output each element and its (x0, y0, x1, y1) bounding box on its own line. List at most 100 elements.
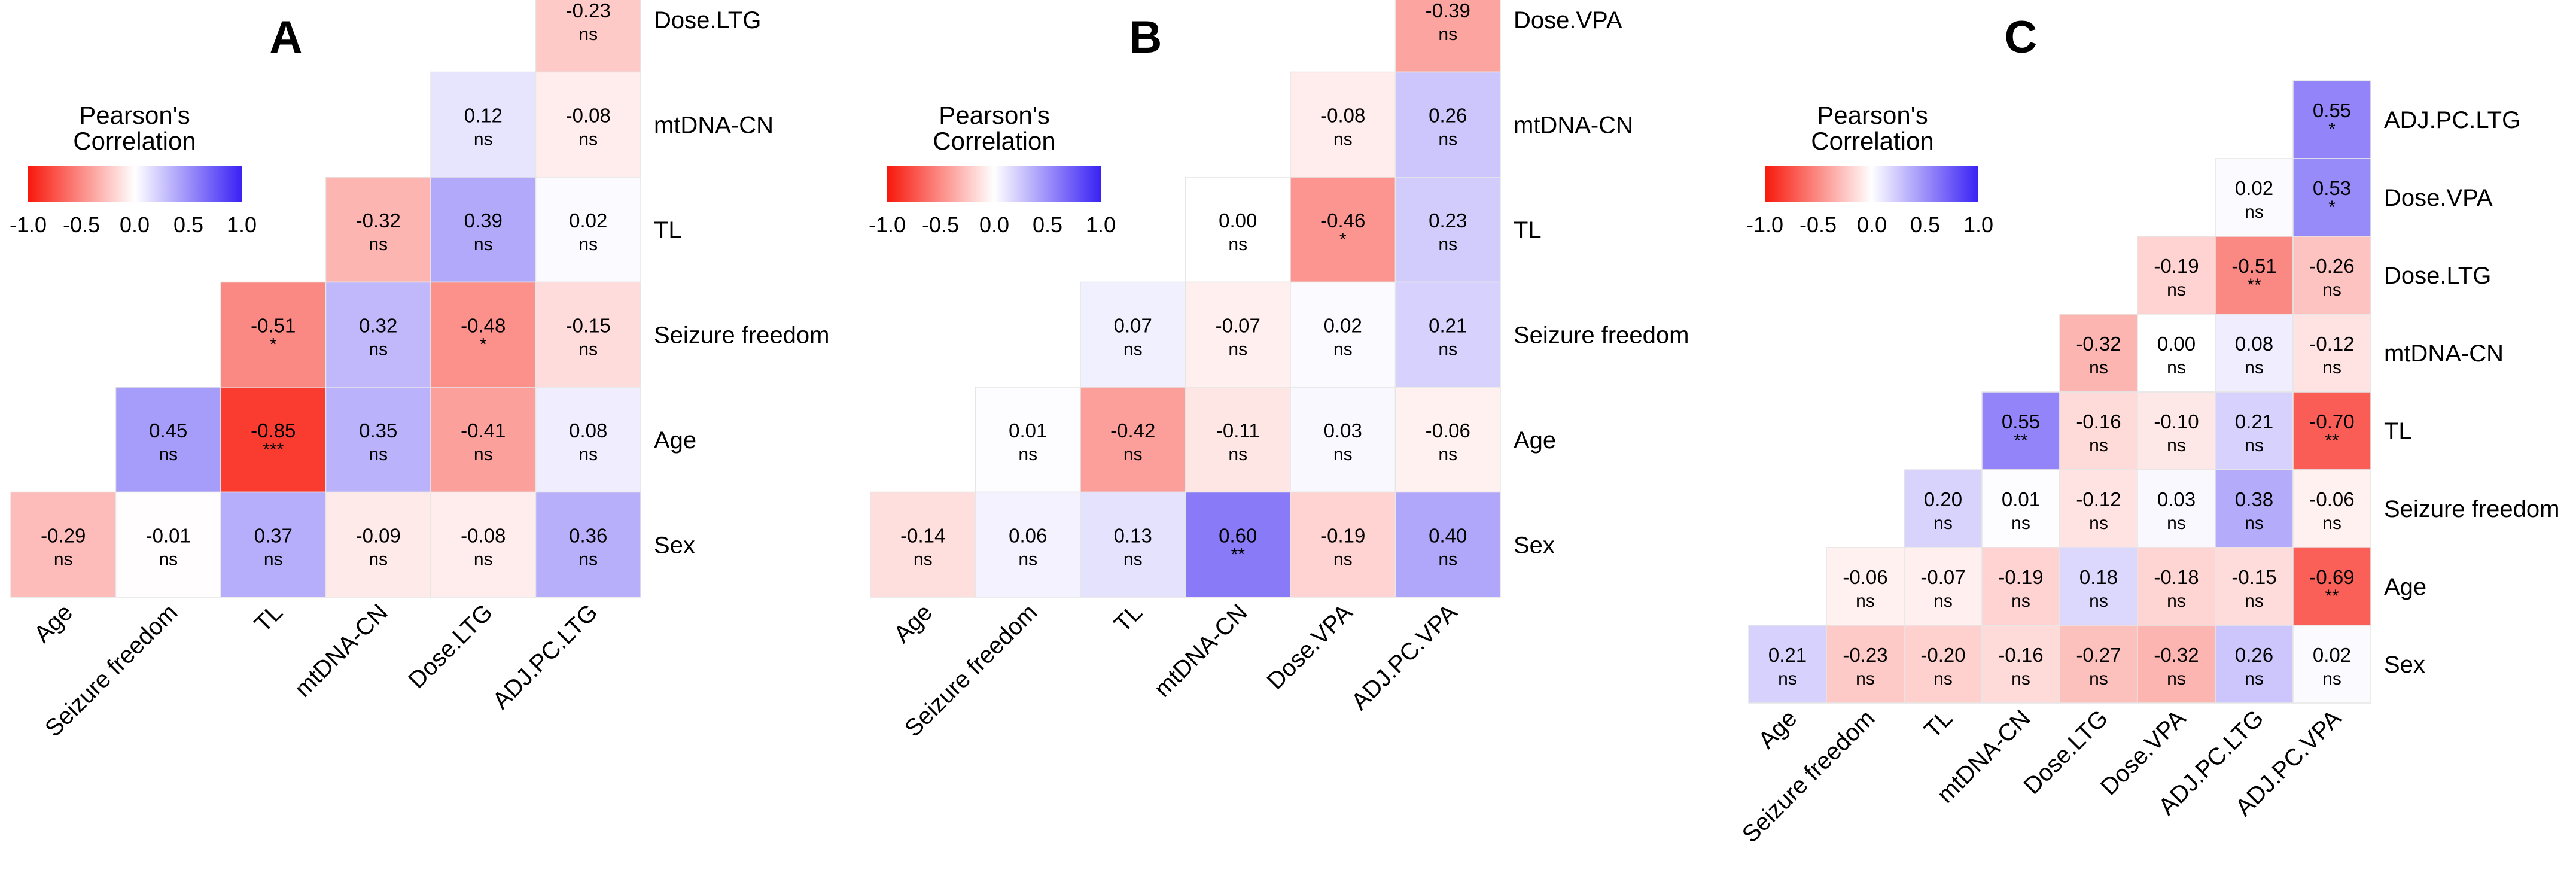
cell-value-label: 0.23 (1429, 209, 1467, 232)
heatmap-cell: -0.10 ns (2137, 391, 2216, 470)
heatmap-cell: -0.18 ns (2137, 547, 2216, 626)
heatmap-cell: 0.53* (2292, 158, 2371, 237)
cell-value-label: -0.06 (1426, 419, 1470, 442)
cell-significance-label: ns (1333, 549, 1353, 569)
row-label: Sex (1514, 532, 1555, 558)
panel-b-letter: B (1129, 12, 1162, 63)
heatmap-cell: 0.60** (1185, 491, 1291, 598)
cell-value-label: -0.14 (900, 524, 945, 546)
column-label: ADJ.PC.VPA (1347, 599, 1463, 715)
cell-significance-label: ** (2325, 431, 2339, 451)
cell-value-label: -0.20 (1920, 644, 1965, 666)
cell-value-label: 0.02 (2313, 644, 2351, 666)
heatmap-cell-rect (975, 387, 1081, 493)
cell-significance-label: ns (2245, 513, 2264, 533)
cell-significance-label: ns (2167, 591, 2186, 611)
heatmap-cell-rect (1394, 177, 1501, 283)
cell-value-label: -0.51 (251, 314, 296, 336)
cell-significance-label: ns (578, 129, 598, 149)
heatmap-cell: -0.19 ns (2137, 236, 2216, 315)
legend-title-line1: Pearson's (79, 101, 190, 129)
cell-significance-label: ns (474, 235, 493, 254)
cell-significance-label: ** (2247, 275, 2261, 295)
cell-value-label: 0.36 (569, 524, 607, 546)
column-label: ADJ.PC.LTG (488, 599, 602, 714)
heatmap-cell-rect (975, 491, 1081, 598)
panel-a-letter: A (270, 12, 303, 63)
heatmap-cell: -0.12 ns (2059, 469, 2138, 548)
row-label: Age (2384, 574, 2426, 600)
row-label: Dose.VPA (1514, 7, 1622, 34)
column-label: Dose.VPA (1262, 599, 1358, 695)
cell-significance-label: ns (1438, 339, 1457, 359)
cell-value-label: -0.32 (356, 209, 401, 232)
cell-significance-label: ns (474, 129, 493, 149)
cell-significance-label: ns (2167, 513, 2186, 533)
cell-significance-label: ns (369, 339, 388, 359)
cell-value-label: 0.32 (359, 314, 397, 336)
cell-significance-label: ns (1933, 513, 1953, 533)
heatmap-cell: 0.21 ns (1394, 281, 1501, 388)
heatmap-cell: -0.16 ns (2059, 391, 2138, 470)
cell-significance-label: ns (1123, 445, 1143, 464)
cell-value-label: 0.03 (2157, 488, 2196, 510)
column-label: mtDNA-CN (290, 599, 393, 702)
heatmap-cell-rect (2292, 80, 2371, 159)
cell-value-label: 0.01 (2002, 488, 2040, 510)
column-label: Seizure freedom (1737, 705, 1880, 848)
cell-significance-label: ns (578, 235, 598, 254)
cell-significance-label: ns (474, 445, 493, 464)
heatmap-cell-rect (220, 281, 327, 388)
column-label: TL (1919, 705, 1957, 743)
legend-colorbar (887, 166, 1101, 202)
cell-significance-label: ns (1018, 549, 1037, 569)
legend-title-line1: Pearson's (939, 101, 1049, 129)
heatmap-cell: -0.29 ns (10, 491, 117, 598)
cell-value-label: -0.19 (2154, 255, 2199, 277)
heatmap-cell-rect (535, 281, 641, 388)
cell-significance-label: ns (1933, 669, 1953, 689)
cell-value-label: -0.07 (1216, 314, 1260, 336)
heatmap-cell-rect (2292, 314, 2371, 393)
cell-value-label: -0.26 (2309, 255, 2354, 277)
heatmap-cell: 0.00 ns (1185, 177, 1291, 283)
cell-value-label: 0.26 (2235, 644, 2273, 666)
heatmap-cell: -0.70** (2292, 391, 2371, 470)
heatmap-cell: 0.00 ns (2137, 314, 2216, 393)
cell-significance-label: ns (2245, 202, 2264, 222)
heatmap-cell: 0.07 ns (1080, 281, 1186, 388)
cell-significance-label: * (480, 334, 487, 354)
heatmap-cell: -0.08 ns (535, 71, 641, 178)
row-label: Seizure freedom (1514, 322, 1689, 348)
cell-value-label: -0.29 (41, 524, 86, 546)
cell-significance-label: ns (2089, 669, 2108, 689)
cell-value-label: 0.21 (1429, 314, 1467, 336)
heatmap-cell: 0.03 ns (1290, 387, 1396, 493)
cell-value-label: -0.48 (461, 314, 506, 336)
heatmap-cell: -0.19 ns (1290, 491, 1396, 598)
heatmap-cell-rect (2215, 314, 2294, 393)
cell-significance-label: ns (1123, 339, 1143, 359)
cell-significance-label: ns (2245, 669, 2264, 689)
cell-significance-label: ns (1933, 591, 1953, 611)
heatmap-cell-rect (325, 177, 431, 283)
heatmap-cell: -0.20 ns (1904, 625, 1983, 704)
heatmap-cell-rect (1290, 281, 1396, 388)
cell-significance-label: ns (369, 445, 388, 464)
cell-significance-label: ns (2245, 436, 2264, 455)
legend-tick: 0.0 (120, 212, 150, 237)
heatmap-cell: -0.85*** (220, 387, 327, 493)
legend-title-line1: Pearson's (1817, 101, 1928, 129)
cell-significance-label: ns (1438, 25, 1457, 44)
heatmap-cell-rect (2292, 391, 2371, 470)
heatmap-cell: 0.12 ns (430, 71, 537, 178)
cell-value-label: -0.19 (1998, 566, 2043, 588)
cell-significance-label: ns (1856, 669, 1875, 689)
legend-tick: 1.0 (1963, 212, 1993, 237)
cell-significance-label: ns (2322, 669, 2341, 689)
heatmap-cell-rect (1826, 625, 1905, 704)
cell-significance-label: ns (578, 445, 598, 464)
heatmap-cell-rect (220, 387, 327, 493)
heatmap-cell: 0.35 ns (325, 387, 431, 493)
cell-value-label: -0.15 (2231, 566, 2276, 588)
